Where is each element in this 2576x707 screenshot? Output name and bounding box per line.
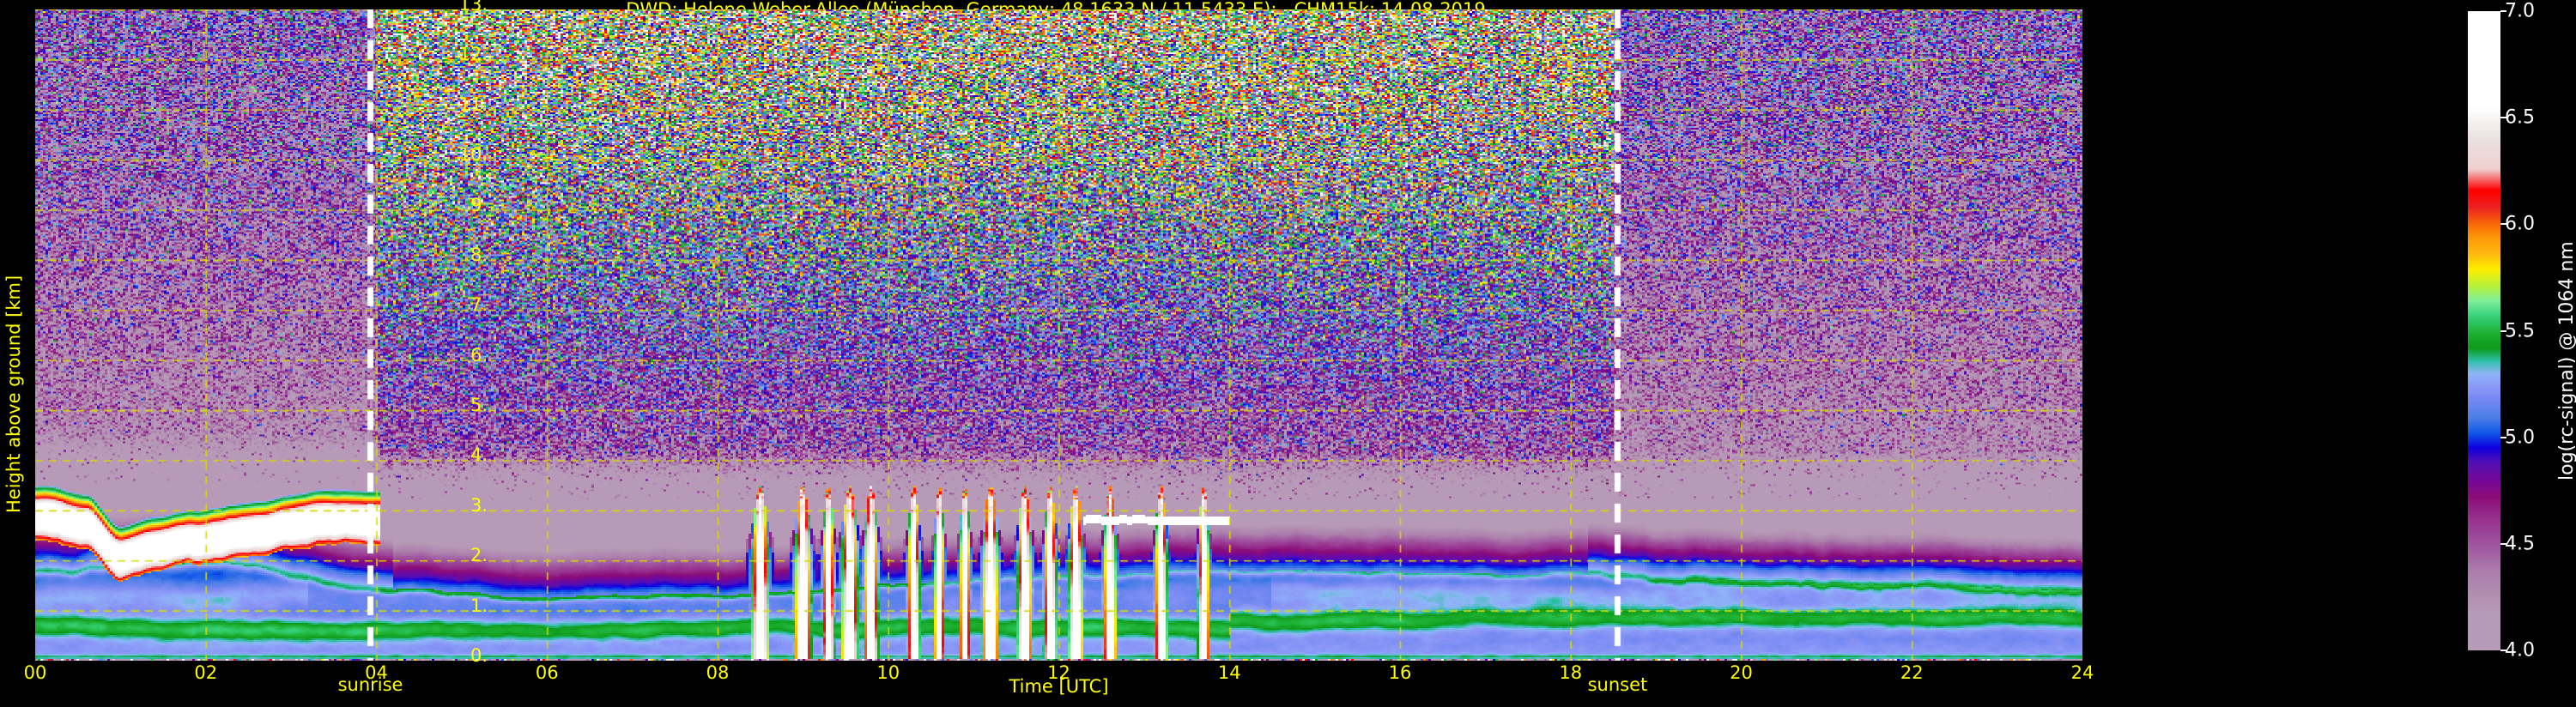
grid-overlay (35, 9, 2082, 661)
colorbar-tick-mark (2500, 650, 2506, 651)
colorbar-tick-label: 6.5 (2505, 106, 2535, 129)
colorbar-tick-mark (2500, 542, 2506, 545)
colorbar[interactable] (2468, 11, 2500, 650)
plot-area[interactable] (35, 9, 2082, 661)
colorbar-tick-label: 5.0 (2505, 426, 2535, 449)
colorbar-title: log(rc-signal) @ 1064 nm (2556, 241, 2576, 480)
colorbar-tick-mark (2500, 223, 2506, 226)
colorbar-tick-mark (2500, 117, 2506, 119)
colorbar-gradient (2468, 11, 2500, 650)
colorbar-tick-label: 4.0 (2505, 639, 2535, 662)
x-axis-title: Time [UTC] (1009, 676, 1109, 697)
colorbar-tick-label: 4.5 (2505, 533, 2535, 555)
colorbar-tick-mark (2500, 436, 2506, 438)
colorbar-tick-mark (2500, 10, 2506, 12)
colorbar-tick-label: 6.0 (2505, 213, 2535, 235)
colorbar-tick-mark (2500, 329, 2506, 332)
y-axis-title: Height above ground [km] (3, 275, 24, 513)
colorbar-tick-label: 7.0 (2505, 0, 2535, 22)
colorbar-tick-label: 5.5 (2505, 320, 2535, 341)
